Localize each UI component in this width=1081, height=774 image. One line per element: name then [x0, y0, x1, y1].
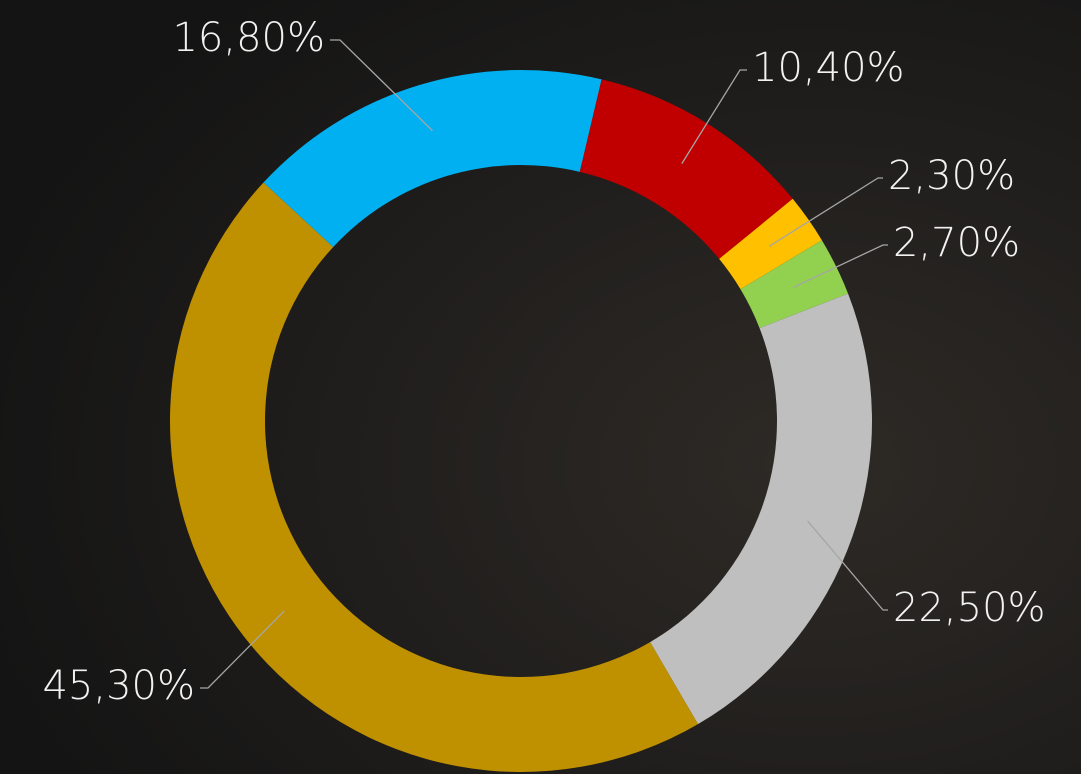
data-label: 22,50% [893, 585, 1046, 631]
data-label: 10,40% [752, 45, 905, 91]
data-label: 2,30% [888, 153, 1015, 199]
data-label: 2,70% [893, 220, 1020, 266]
data-label: 16,80% [172, 15, 325, 61]
page: 16,80%10,40%2,30%2,70%22,50%45,30% (() =… [0, 0, 1081, 774]
data-label: 45,30% [42, 663, 195, 709]
chart: 16,80% 10,40% 2,30% 2,70% 22,50% 45,30% [0, 0, 1081, 774]
